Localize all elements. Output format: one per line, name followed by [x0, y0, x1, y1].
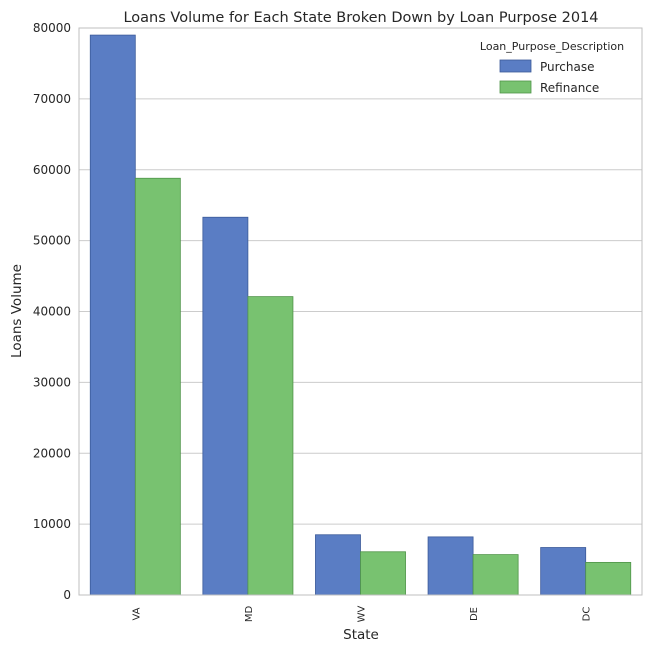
x-tick-label: DC — [582, 607, 593, 622]
y-tick-label: 20000 — [33, 446, 71, 460]
bar-refinance-md — [247, 296, 294, 596]
bars — [89, 34, 632, 596]
bar-purchase-va — [89, 34, 136, 596]
bar-refinance-de — [472, 554, 519, 596]
y-axis-label: Loans Volume — [9, 264, 25, 358]
y-tick-label: 50000 — [33, 234, 71, 248]
legend-title: Loan_Purpose_Description — [480, 40, 624, 53]
bar-purchase-wv — [315, 534, 361, 596]
bar-purchase-md — [202, 216, 249, 596]
x-tick-labels: VA MD WV DE DC — [131, 605, 592, 622]
bar-refinance-wv — [360, 551, 406, 596]
bar-purchase-de — [427, 536, 474, 596]
y-tick-label: 30000 — [33, 375, 71, 389]
chart-title: Loans Volume for Each State Broken Down … — [123, 10, 598, 26]
x-tick-label: MD — [244, 606, 255, 623]
legend-swatch-purchase — [499, 59, 532, 73]
bar-refinance-dc — [585, 561, 632, 596]
legend-label-refinance: Refinance — [540, 81, 599, 95]
y-tick-label: 40000 — [33, 305, 71, 319]
y-tick-label: 60000 — [33, 163, 71, 177]
plot-frame — [78, 27, 643, 596]
bar-purchase-dc — [540, 547, 587, 596]
y-tick-label: 0 — [63, 588, 71, 602]
legend-swatch-refinance — [499, 80, 532, 94]
x-tick-label: VA — [131, 607, 142, 620]
x-tick-label: DE — [469, 607, 480, 621]
y-tick-labels: 0 10000 20000 30000 40000 50000 60000 70000 8000… — [33, 21, 71, 602]
x-tick-label: WV — [357, 605, 368, 622]
y-tick-label: 10000 — [33, 517, 71, 531]
y-tick-label: 80000 — [33, 21, 71, 35]
y-tick-label: 70000 — [33, 92, 71, 106]
bar-refinance-va — [134, 177, 181, 596]
x-axis-label: State — [343, 627, 379, 643]
legend-label-purchase: Purchase — [540, 60, 595, 74]
legend: Loan_Purpose_Description Purchase Refinan… — [480, 40, 624, 95]
